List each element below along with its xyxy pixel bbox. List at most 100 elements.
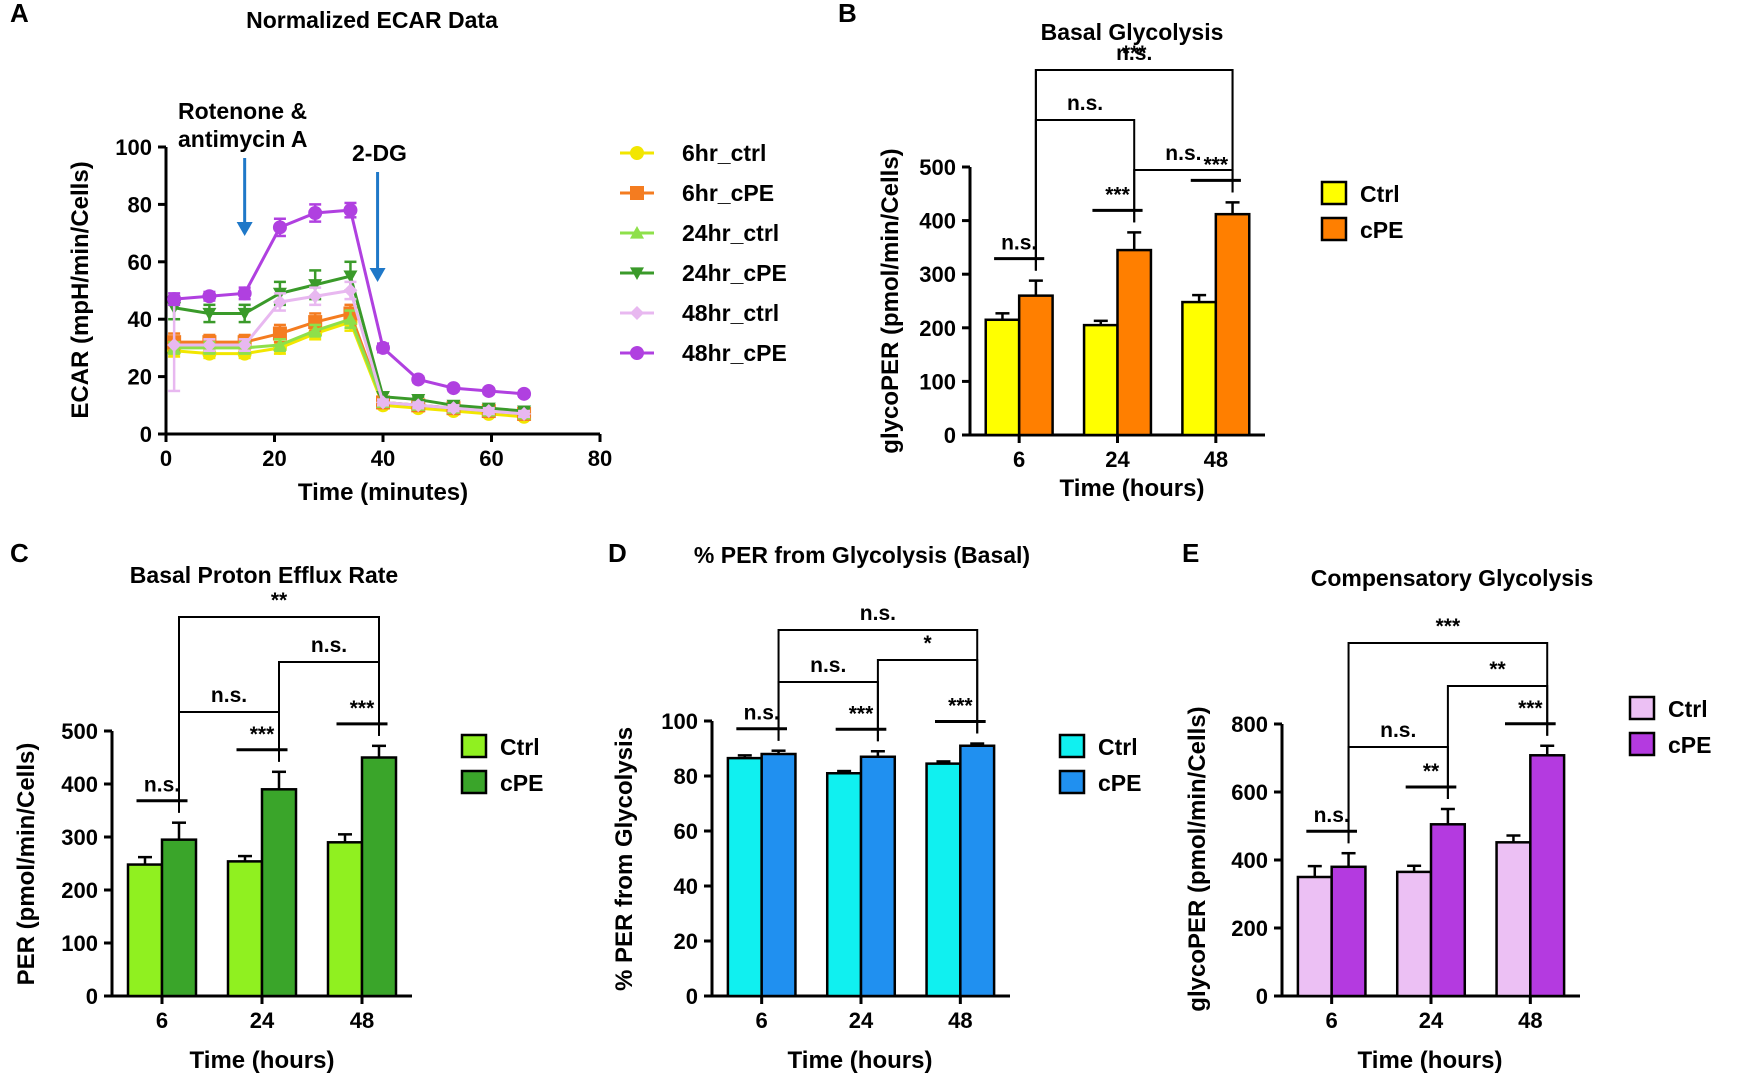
bracket-label: n.s. [1067, 92, 1103, 115]
data-point-48hr_cPE [343, 203, 358, 218]
data-point-48hr_cPE [167, 292, 182, 307]
data-point-48hr_cPE [481, 383, 496, 398]
data-point-48hr_ctrl [272, 294, 287, 309]
annotation-arrow-head [236, 222, 253, 236]
y-tick-label: 40 [674, 874, 698, 899]
y-tick-label: 60 [128, 250, 152, 275]
x-tick-label: 6 [756, 1008, 768, 1033]
data-point-48hr_cPE [202, 289, 217, 304]
y-tick-label: 300 [919, 262, 956, 287]
bracket-label: n.s. [1380, 719, 1416, 742]
significance-label: *** [1518, 697, 1543, 720]
legend-label: cPE [1668, 732, 1711, 758]
bar-ctrl-24 [226, 860, 264, 998]
bracket-label: * [923, 632, 932, 655]
legend-label: Ctrl [500, 734, 540, 760]
legend-swatch [1628, 695, 1656, 721]
y-tick-label: 80 [128, 192, 152, 217]
x-axis-label: Time (hours) [788, 1047, 933, 1074]
significance-label: n.s. [1314, 804, 1350, 827]
data-point-24hr_cPE [237, 307, 252, 321]
bar-cpe-48 [1214, 212, 1251, 437]
data-point-48hr_ctrl [308, 289, 323, 304]
bar-ctrl-24 [1395, 870, 1433, 998]
x-tick-label: 48 [1518, 1008, 1542, 1033]
bar-cpe-6 [1330, 865, 1367, 998]
bar-cpe-48 [360, 756, 398, 998]
legend-label: Ctrl [1098, 734, 1138, 760]
bar-cpe-6 [760, 752, 797, 998]
y-tick-label: 0 [686, 984, 698, 1009]
data-point-48hr_cPE [272, 220, 287, 235]
panel-C: C Basal Proton Efflux Rate 0 100 200 300 400 50… [10, 538, 543, 1074]
panel-letter: D [608, 538, 627, 568]
legend-swatch [1628, 731, 1656, 757]
data-point-48hr_ctrl [167, 338, 182, 353]
bar-cpe-6 [160, 838, 198, 998]
significance-label: ** [1423, 760, 1440, 783]
chart-title: Basal Proton Efflux Rate [130, 562, 398, 588]
legend-label: cPE [1360, 217, 1403, 243]
x-tick-label: 20 [262, 446, 286, 471]
bar-ctrl-24 [825, 772, 863, 998]
x-tick-label: 48 [1204, 447, 1228, 472]
legend-label: cPE [500, 770, 543, 796]
significance-label: *** [250, 723, 275, 746]
legend-marker [630, 267, 644, 280]
y-tick-label: 400 [61, 772, 98, 797]
data-point-24hr_cPE [343, 270, 358, 284]
y-tick-label: 100 [115, 135, 152, 160]
y-axis-label: % PER from Glycolysis [611, 727, 638, 991]
bracket-label: *** [1122, 42, 1147, 65]
legend-marker [630, 346, 644, 360]
panel-letter: A [10, 0, 29, 28]
data-point-48hr_ctrl [411, 398, 426, 413]
bracket-label: n.s. [311, 634, 347, 657]
legend-label: 6hr_ctrl [682, 140, 766, 166]
data-point-48hr_cPE [411, 372, 426, 387]
y-tick-label: 40 [128, 307, 152, 332]
bracket-label: ** [271, 589, 288, 612]
x-tick-label: 24 [1105, 447, 1130, 472]
panel-letter: E [1182, 538, 1199, 568]
legend-swatch [1320, 180, 1348, 206]
annotation-label: Rotenone & [178, 98, 307, 124]
x-axis-label: Time (hours) [1060, 475, 1205, 502]
legend-label: cPE [1098, 770, 1141, 796]
data-point-48hr_cPE [308, 206, 323, 221]
panel-E: E Compensatory Glycolysis 0 200 400 600 800 6 n.… [1182, 538, 1711, 1074]
panel-A: A Normalized ECAR Data 0 20 40 60 80 100 0 20 40 60… [10, 0, 787, 506]
comparison-bracket [1034, 69, 1234, 271]
data-point-48hr_ctrl [376, 395, 390, 410]
bracket-label: n.s. [1116, 42, 1152, 65]
legend-swatch [460, 769, 488, 795]
y-tick-label: 20 [128, 365, 152, 390]
y-tick-label: 100 [919, 369, 956, 394]
y-tick-label: 0 [140, 422, 152, 447]
bar-ctrl-24 [1082, 323, 1119, 437]
bar-cpe-24 [260, 788, 298, 998]
legend-marker [630, 226, 644, 239]
chart-title: Basal Glycolysis [1041, 19, 1224, 45]
panel-letter: C [10, 538, 29, 568]
bracket-label: n.s. [810, 654, 846, 677]
data-point-24hr_ctrl [272, 338, 287, 351]
bar-ctrl-48 [1181, 300, 1218, 437]
legend-label: 48hr_ctrl [682, 300, 779, 326]
data-point-48hr_ctrl [202, 338, 217, 353]
data-point-48hr_ctrl [446, 401, 461, 416]
y-axis-label: PER (pmol/min/Cells) [13, 743, 40, 986]
y-tick-label: 500 [61, 719, 98, 744]
y-tick-label: 200 [61, 878, 98, 903]
y-axis-label: glycoPER (pmol/min/Cells) [1184, 706, 1211, 1011]
data-point-24hr_ctrl [308, 323, 323, 337]
annotation-label: antimycin A [178, 126, 308, 152]
significance-label: n.s. [1001, 232, 1037, 255]
x-tick-label: 48 [948, 1008, 972, 1033]
x-tick-label: 6 [156, 1008, 168, 1033]
significance-label: *** [849, 702, 874, 725]
bar-cpe-24 [859, 755, 897, 998]
x-tick-label: 24 [250, 1008, 275, 1033]
legend-label: 6hr_cPE [682, 180, 774, 206]
panel-B: B Basal Glycolysis 0 100 200 300 400 500 6 n.s. 24… [838, 0, 1403, 502]
